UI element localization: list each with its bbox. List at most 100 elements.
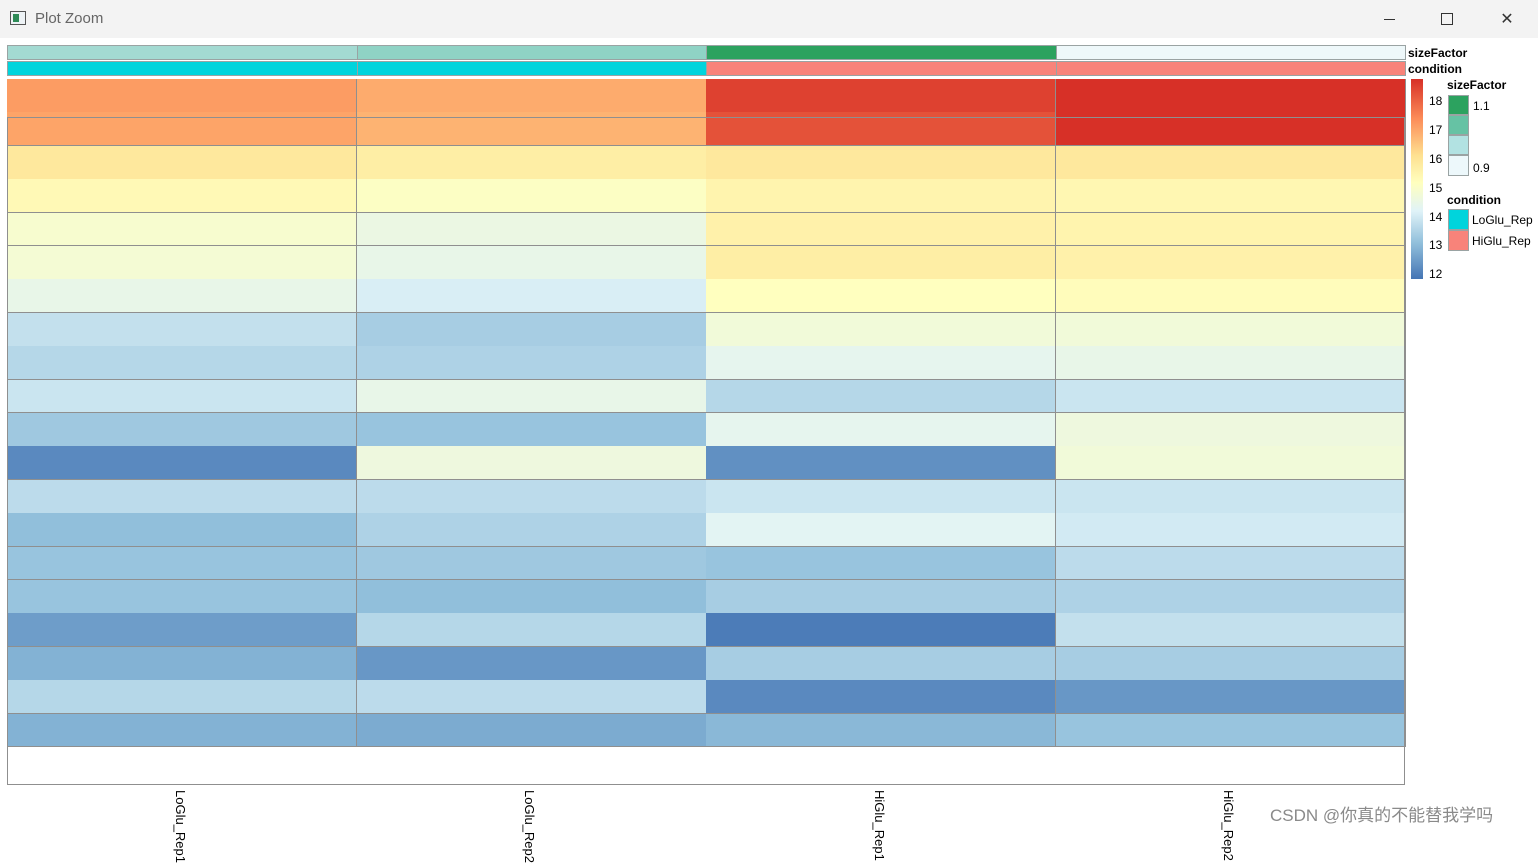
heatmap-cell xyxy=(356,79,707,113)
heatmap-cell xyxy=(1055,179,1406,214)
heatmap-cell xyxy=(1055,446,1406,481)
heatmap-cell xyxy=(356,646,707,681)
heatmap-cell xyxy=(356,546,707,581)
heatmap-cell xyxy=(1055,346,1406,381)
heatmap-cell xyxy=(356,279,707,314)
heatmap-cell xyxy=(7,279,357,314)
annotation-cell-sizefactor xyxy=(356,45,707,60)
heatmap-cell xyxy=(706,546,1056,581)
heatmap-cell xyxy=(1055,546,1406,581)
heatmap-cell xyxy=(706,479,1056,514)
colorbar-tick: 13 xyxy=(1429,238,1443,252)
annotation-cell-condition xyxy=(706,61,1057,76)
sizefactor-swatch xyxy=(1448,135,1469,155)
heatmap-cell xyxy=(7,145,357,180)
watermark: CSDN @你真的不能替我学吗 xyxy=(1270,806,1494,825)
heatmap-cell xyxy=(7,312,357,347)
heatmap-cell xyxy=(1055,413,1406,447)
heatmap-cell xyxy=(1055,112,1406,147)
sizefactor-swatch xyxy=(1448,115,1469,135)
title-bar: Plot Zoom ✕ xyxy=(0,0,1538,38)
heatmap-cell xyxy=(7,212,357,247)
heatmap-cell xyxy=(706,212,1056,247)
legend-title-condition: condition xyxy=(1447,193,1501,207)
condition-swatch xyxy=(1448,209,1469,230)
heatmap-cell xyxy=(706,279,1056,314)
column-label: HiGlu_Rep1 xyxy=(872,790,887,861)
heatmap-cell xyxy=(706,646,1056,681)
annotation-cell-condition xyxy=(356,61,707,76)
heatmap-cell xyxy=(1055,713,1406,748)
heatmap-cell xyxy=(1055,479,1406,514)
annotation-cell-condition xyxy=(7,61,358,76)
heatmap-cell xyxy=(706,179,1056,214)
heatmap-cell xyxy=(706,713,1056,748)
heatmap-cell xyxy=(7,646,357,681)
heatmap-cell xyxy=(356,179,707,214)
sizefactor-high-label: 1.1 xyxy=(1473,99,1490,113)
heatmap-cell xyxy=(1055,613,1406,648)
column-label: LoGlu_Rep2 xyxy=(522,790,537,863)
heatmap-cell xyxy=(356,145,707,180)
colorbar-tick: 18 xyxy=(1429,94,1443,108)
heatmap-cell xyxy=(7,246,357,280)
annotation-label-sizefactor: sizeFactor xyxy=(1408,46,1468,60)
heatmap-cell xyxy=(1055,312,1406,347)
annotation-cell-sizefactor xyxy=(7,45,358,60)
heatmap-cell xyxy=(7,580,357,614)
heatmap-cell xyxy=(7,479,357,514)
heatmap-cell xyxy=(356,379,707,414)
heatmap-cell xyxy=(1055,646,1406,681)
heatmap-cell xyxy=(7,379,357,414)
plot-zoom-app-icon xyxy=(10,11,26,25)
colorbar-tick: 14 xyxy=(1429,210,1443,224)
heatmap-cell xyxy=(356,346,707,381)
heatmap-cell xyxy=(706,446,1056,481)
sizefactor-swatch xyxy=(1448,155,1469,176)
heatmap-cell xyxy=(356,212,707,247)
heatmap-cell xyxy=(1055,680,1406,715)
heatmap-cell xyxy=(356,479,707,514)
window-title: Plot Zoom xyxy=(35,10,104,27)
heatmap-cell xyxy=(356,312,707,347)
heatmap-cell xyxy=(706,112,1056,147)
heatmap-cell xyxy=(7,513,357,548)
heatmap-cell xyxy=(706,613,1056,648)
minimize-button[interactable] xyxy=(1366,0,1412,38)
sizefactor-swatch xyxy=(1448,95,1469,115)
close-button[interactable]: ✕ xyxy=(1484,0,1530,38)
heatmap-cell xyxy=(706,145,1056,180)
heatmap-cell xyxy=(706,680,1056,715)
maximize-icon xyxy=(1441,13,1453,25)
heatmap-cell xyxy=(356,112,707,147)
condition-legend-label: HiGlu_Rep xyxy=(1472,234,1531,248)
annotation-cell-sizefactor xyxy=(706,45,1057,60)
column-label: HiGlu_Rep2 xyxy=(1221,790,1236,861)
heatmap-cell xyxy=(706,79,1056,113)
heatmap-cell xyxy=(7,179,357,214)
heatmap-cell xyxy=(1055,580,1406,614)
heatmap-cell xyxy=(1055,246,1406,280)
colorbar-tick: 12 xyxy=(1429,267,1443,281)
heatmap-cell xyxy=(706,580,1056,614)
heatmap-cell xyxy=(1055,513,1406,548)
heatmap-cell xyxy=(7,413,357,447)
annotation-label-condition: condition xyxy=(1408,62,1462,76)
heatmap-plot: sizeFactor condition LoGlu_Rep1 LoGlu_Re… xyxy=(0,38,1538,863)
heatmap-cell xyxy=(7,713,357,748)
heatmap-cell xyxy=(706,246,1056,280)
heatmap-cell xyxy=(356,513,707,548)
heatmap-cell xyxy=(1055,212,1406,247)
condition-swatch xyxy=(1448,230,1469,251)
heatmap-cell xyxy=(706,413,1056,447)
minimize-icon xyxy=(1383,18,1395,20)
heatmap-cell xyxy=(356,580,707,614)
maximize-button[interactable] xyxy=(1424,0,1470,38)
heatmap-cell xyxy=(7,112,357,147)
sizefactor-low-label: 0.9 xyxy=(1473,161,1490,175)
heatmap-cell xyxy=(356,680,707,715)
annotation-cell-sizefactor xyxy=(1055,45,1406,60)
colorbar-tick: 17 xyxy=(1429,123,1443,137)
heatmap-cell xyxy=(7,613,357,648)
annotation-cell-condition xyxy=(1055,61,1406,76)
